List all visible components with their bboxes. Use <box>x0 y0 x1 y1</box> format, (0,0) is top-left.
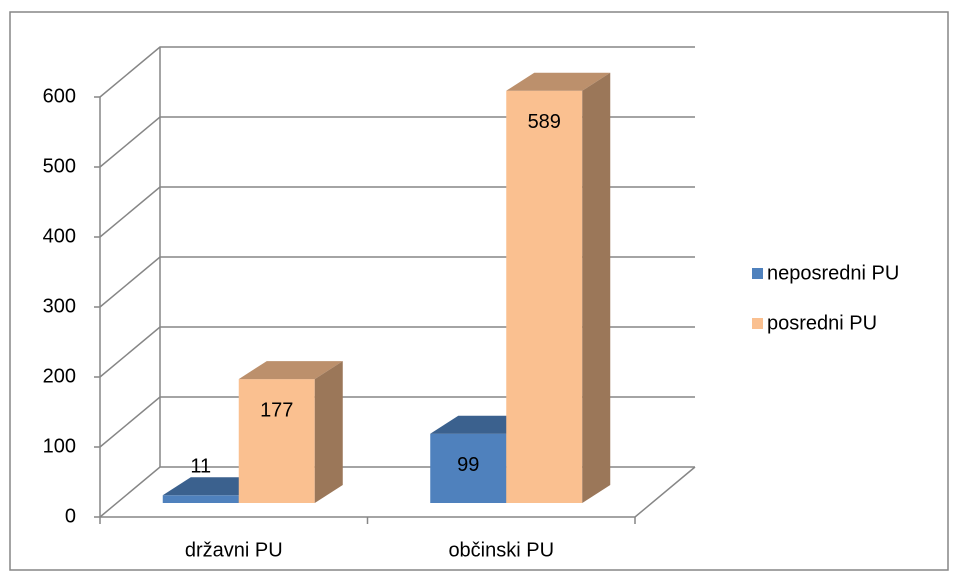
x-tick-label: občinski PU <box>448 539 554 561</box>
bar-top <box>238 361 343 380</box>
bar-top <box>506 72 611 91</box>
bar <box>238 379 315 503</box>
y-tick-label: 300 <box>43 295 76 317</box>
x-tick-label: državni PU <box>185 539 283 561</box>
y-tick-label: 600 <box>43 85 76 107</box>
y-tick-label: 400 <box>43 225 76 247</box>
bar <box>506 90 583 503</box>
y-tick-label: 500 <box>43 155 76 177</box>
data-label: 589 <box>528 111 561 133</box>
data-label: 177 <box>260 399 293 421</box>
data-label: 99 <box>457 454 479 476</box>
legend-label: neposredni PU <box>767 262 899 284</box>
y-tick-label: 200 <box>43 365 76 387</box>
y-tick-label: 0 <box>65 505 76 527</box>
grid-line <box>99 46 695 98</box>
y-tick-label: 100 <box>43 435 76 457</box>
bar-side <box>582 72 611 503</box>
bar <box>162 495 239 503</box>
legend-swatch <box>752 318 763 329</box>
bar-side <box>314 361 343 503</box>
bar <box>430 433 507 503</box>
legend-label: posredni PU <box>767 312 877 334</box>
data-label: 11 <box>190 456 211 478</box>
legend-swatch <box>752 268 763 279</box>
